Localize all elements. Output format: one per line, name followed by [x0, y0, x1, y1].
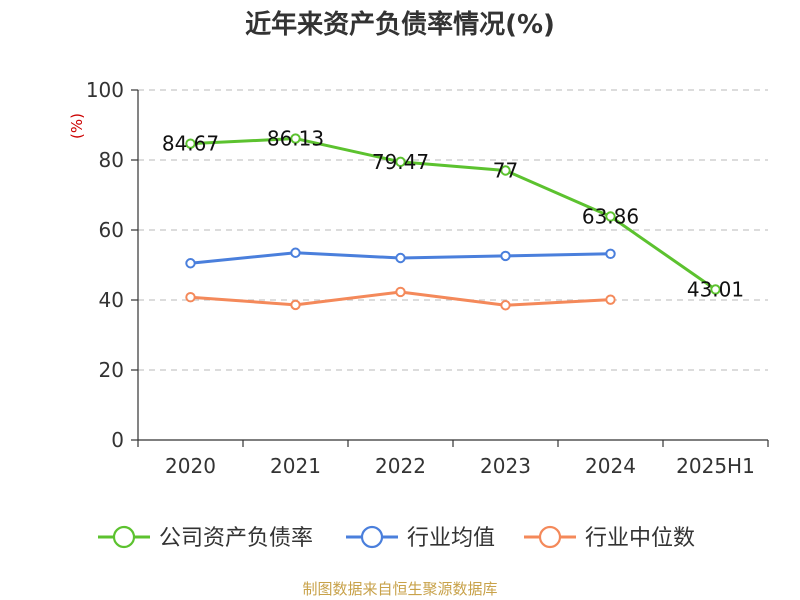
data-point[interactable]: [290, 299, 301, 311]
data-point[interactable]: [500, 250, 511, 262]
x-tick-label: 2022: [375, 454, 426, 478]
legend-label: 行业中位数: [585, 526, 695, 551]
legend-item-0[interactable]: 公司资产负债率: [98, 525, 313, 551]
x-tick-label: 2023: [480, 454, 531, 478]
legend[interactable]: 公司资产负债率 行业均值 行业中位数: [98, 525, 695, 551]
y-tick-label: 40: [99, 288, 124, 312]
x-tick-label: 2021: [270, 454, 321, 478]
series-line-0: [190, 137, 717, 291]
series-lines: [185, 133, 721, 311]
data-point[interactable]: [290, 133, 301, 144]
data-point[interactable]: [185, 258, 196, 269]
data-point[interactable]: [185, 138, 196, 149]
data-labels: 84.67 86.13 79.47 77 63.86 43.01: [162, 127, 744, 302]
y-tick-label: 20: [99, 358, 124, 382]
data-label: 43.01: [687, 277, 744, 301]
y-tick-label: 0: [111, 428, 124, 452]
x-tick-label: 2025H1: [676, 454, 755, 478]
chart-title: 近年来资产负债率情况(%): [245, 9, 555, 40]
data-point[interactable]: [290, 247, 301, 258]
data-label: 86.13: [267, 127, 324, 151]
legend-item-1[interactable]: 行业均值: [346, 525, 495, 551]
data-point[interactable]: [395, 252, 406, 264]
x-tick-label: 2020: [165, 454, 216, 478]
data-point[interactable]: [395, 156, 406, 168]
x-tick-label: 2024: [585, 454, 636, 478]
data-point[interactable]: [500, 165, 511, 176]
legend-swatch-marker: [538, 525, 562, 549]
legend-swatch-marker: [360, 525, 384, 549]
axes: 0 20 40 60 80 100 2020 2021 2022 2023 2024 2025H1: [86, 78, 769, 478]
legend-label: 行业均值: [407, 526, 495, 551]
legend-label: 公司资产负债率: [159, 526, 313, 551]
data-point[interactable]: [500, 300, 511, 311]
y-tick-label: 60: [99, 218, 124, 242]
data-point[interactable]: [605, 294, 616, 305]
legend-item-2[interactable]: 行业中位数: [524, 525, 695, 551]
y-axis-unit-label: (%): [68, 113, 86, 139]
data-point[interactable]: [395, 286, 406, 298]
grid-lines: [138, 89, 768, 371]
data-point[interactable]: [605, 248, 616, 260]
data-point[interactable]: [605, 211, 616, 222]
data-label: 84.67: [162, 132, 219, 156]
y-tick-label: 80: [99, 148, 124, 172]
data-point[interactable]: [185, 292, 196, 303]
source-note: 制图数据来自恒生聚源数据库: [302, 580, 497, 598]
data-label: 63.86: [582, 204, 639, 228]
data-point[interactable]: [710, 284, 721, 295]
legend-swatch-marker: [112, 525, 136, 549]
data-label: 77: [493, 159, 518, 183]
y-tick-label: 100: [86, 78, 124, 102]
data-label: 79.47: [372, 150, 429, 174]
